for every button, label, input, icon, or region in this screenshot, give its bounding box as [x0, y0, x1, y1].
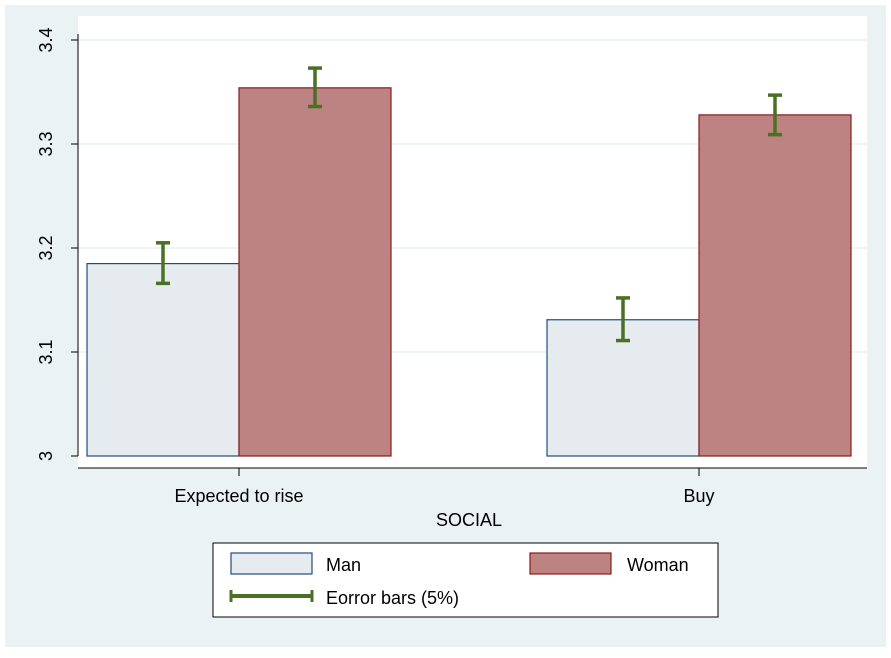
error-bars-group: [156, 66, 782, 343]
legend: Man Woman Eorror bars (5%): [212, 542, 719, 618]
y-axis: 3 3.1 3.2 3.3 3.4: [36, 27, 79, 461]
legend-label-error-bars: Eorror bars (5%): [326, 588, 459, 608]
x-tick-label: Expected to rise: [174, 486, 303, 506]
y-tick-label: 3: [36, 451, 56, 461]
bar-man-1: [546, 319, 700, 457]
bar-woman-1: [698, 114, 852, 457]
legend-swatch-man: [230, 552, 313, 575]
legend-errorbar-symbol: [229, 590, 314, 602]
y-tick-label: 3.2: [36, 235, 56, 260]
legend-label-woman: Woman: [627, 555, 689, 575]
y-tick-label: 3.3: [36, 131, 56, 156]
legend-swatch-woman: [529, 552, 612, 575]
bar-man-0: [86, 263, 240, 457]
bar-woman-0: [238, 87, 392, 457]
y-tick-label: 3.4: [36, 27, 56, 52]
bars-group: [86, 87, 852, 457]
x-tick-label: Buy: [683, 486, 714, 506]
legend-label-man: Man: [326, 555, 361, 575]
y-tick-label: 3.1: [36, 339, 56, 364]
x-axis-title: SOCIAL: [436, 510, 502, 530]
x-axis: Expected to rise Buy: [78, 467, 867, 506]
